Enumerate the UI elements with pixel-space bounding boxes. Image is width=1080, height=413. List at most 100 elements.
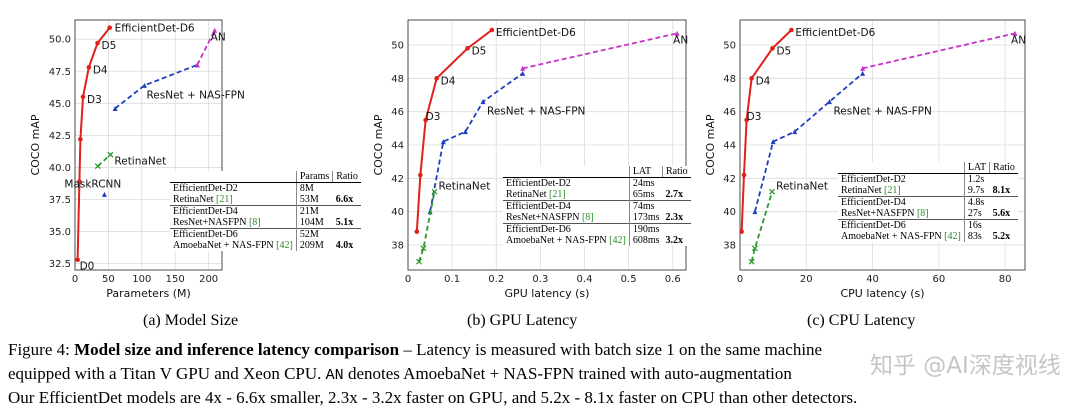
model-name: EfficientDet-D4 bbox=[841, 197, 906, 208]
y-tick-label: 48 bbox=[391, 74, 404, 85]
table-value-cell: 173ms bbox=[628, 212, 663, 224]
table-ratio-cell bbox=[990, 174, 1018, 186]
data-point bbox=[752, 209, 758, 215]
caption-c: (c) CPU Latency bbox=[807, 312, 916, 329]
table-model-cell: RetinaNet [21] bbox=[503, 189, 629, 201]
model-name: RetinaNet bbox=[841, 185, 885, 196]
x-tick-label: 0.4 bbox=[577, 274, 593, 285]
table-row: AmoebaNet + NAS-FPN [42] 83s 5.2x bbox=[838, 231, 1018, 242]
data-point bbox=[107, 151, 114, 158]
table-value-cell: 24ms bbox=[628, 177, 663, 189]
data-point bbox=[77, 179, 82, 184]
figure-title: Model size and inference latency compari… bbox=[74, 340, 400, 359]
x-axis-label: CPU latency (s) bbox=[840, 287, 924, 300]
point-label: RetinaNet bbox=[438, 181, 490, 193]
model-name: ResNet+NASFPN bbox=[173, 217, 249, 228]
axes-frame bbox=[74, 19, 223, 271]
y-axis-label: COCO mAP bbox=[29, 114, 42, 175]
table-model-cell: RetinaNet [21] bbox=[838, 185, 964, 197]
citation-ref: [8] bbox=[248, 217, 261, 228]
model-name: AmoebaNet + NAS-FPN bbox=[841, 231, 945, 242]
table-ratio-cell: 5.6x bbox=[992, 208, 1011, 219]
table-ratio-cell: 4.0x bbox=[335, 240, 354, 251]
series-line-efficientdet bbox=[76, 27, 111, 260]
point-label: AN bbox=[1011, 34, 1026, 46]
data-point bbox=[86, 65, 92, 70]
model-name: EfficientDet-D2 bbox=[173, 183, 238, 194]
table-value-cell: 608ms bbox=[628, 235, 663, 246]
data-point bbox=[789, 27, 794, 33]
table-value-cell: 8M bbox=[295, 182, 333, 194]
series-line-resnet-nas-fpn bbox=[429, 72, 524, 212]
x-tick-label: 50 bbox=[102, 274, 115, 285]
table-value-cell: 104M bbox=[295, 217, 333, 229]
y-tick-label: 42.5 bbox=[49, 131, 71, 142]
series-line-an bbox=[522, 32, 678, 70]
table-model-cell: EfficientDet-D4 bbox=[170, 205, 297, 217]
point-label: D3 bbox=[426, 111, 441, 123]
x-tick-label: 0.3 bbox=[532, 274, 548, 285]
data-point bbox=[826, 99, 832, 105]
table-header-cell: LAT bbox=[963, 162, 990, 174]
citation-ref: [21] bbox=[216, 194, 233, 205]
data-point bbox=[101, 191, 107, 197]
y-tick-label: 40.0 bbox=[49, 163, 71, 174]
data-point bbox=[480, 99, 486, 105]
point-label: D4 bbox=[93, 64, 108, 76]
citation-ref: [42] bbox=[944, 231, 961, 242]
data-point bbox=[112, 105, 118, 111]
y-tick-label: 40 bbox=[723, 207, 736, 218]
figure-caption-line1: Figure 4: Model size and inference laten… bbox=[8, 340, 822, 360]
data-point bbox=[741, 172, 747, 178]
model-name: RetinaNet bbox=[173, 194, 217, 205]
table-value-cell: 27s bbox=[963, 208, 990, 220]
x-tick-label: 200 bbox=[199, 274, 218, 285]
y-tick-label: 40 bbox=[391, 207, 404, 218]
figure-caption-line2: equipped with a Titan V GPU and Xeon CPU… bbox=[8, 364, 792, 384]
series-line-an bbox=[862, 32, 1016, 70]
model-name: ResNet+NASFPN bbox=[841, 208, 917, 219]
point-label: RetinaNet bbox=[776, 181, 828, 193]
table-ratio-cell bbox=[333, 183, 361, 195]
y-tick-label: 44 bbox=[391, 141, 404, 152]
x-tick-label: 0.5 bbox=[621, 274, 637, 285]
table-model-cell: EfficientDet-D6 bbox=[838, 219, 965, 231]
table-row: ResNet+NASFPN [8] 104M 5.1x bbox=[170, 217, 361, 229]
table-model-cell: EfficientDet-D4 bbox=[838, 196, 965, 208]
table-value-cell: 21M bbox=[295, 205, 333, 217]
table-value-cell: 4.8s bbox=[963, 196, 990, 208]
x-tick-label: 60 bbox=[932, 274, 945, 285]
caption-a: (a) Model Size bbox=[143, 312, 239, 329]
data-point bbox=[75, 257, 80, 263]
data-point bbox=[418, 172, 423, 178]
x-axis-label: Parameters (M) bbox=[106, 287, 191, 300]
table-value-cell: 190ms bbox=[628, 223, 663, 235]
axes-frame bbox=[739, 19, 1026, 271]
y-tick-label: 46 bbox=[723, 107, 736, 118]
y-tick-label: 46 bbox=[391, 107, 404, 118]
x-tick-label: 0.2 bbox=[488, 274, 504, 285]
table-header-cell: LAT bbox=[628, 166, 663, 178]
table-header-row: Params Ratio bbox=[170, 171, 361, 183]
table-ratio-cell: 2.7x bbox=[665, 189, 683, 200]
table-header-cell bbox=[170, 171, 297, 183]
table-ratio-cell bbox=[332, 205, 361, 217]
table-header-cell: Params bbox=[295, 171, 333, 183]
data-point bbox=[1012, 30, 1018, 36]
citation-ref: [8] bbox=[581, 212, 594, 223]
data-point bbox=[749, 76, 754, 81]
table-row: EfficientDet-D2 24ms bbox=[503, 177, 691, 189]
point-label: D4 bbox=[756, 75, 771, 87]
table-value-cell: 16s bbox=[963, 219, 990, 231]
point-label: AN bbox=[211, 31, 226, 43]
table-row: ResNet+NASFPN [8] 173ms 2.3x bbox=[503, 212, 691, 224]
model-name: AmoebaNet + NAS-FPN bbox=[173, 240, 277, 251]
data-point bbox=[107, 25, 112, 30]
caption-b: (b) GPU Latency bbox=[467, 312, 578, 329]
table-ratio-cell: 6.6x bbox=[335, 194, 354, 205]
x-tick-label: 20 bbox=[800, 274, 813, 285]
table-row: EfficientDet-D2 1.2s bbox=[838, 173, 1018, 186]
y-tick-label: 38 bbox=[391, 241, 404, 252]
x-axis-label: GPU latency (s) bbox=[505, 287, 590, 300]
